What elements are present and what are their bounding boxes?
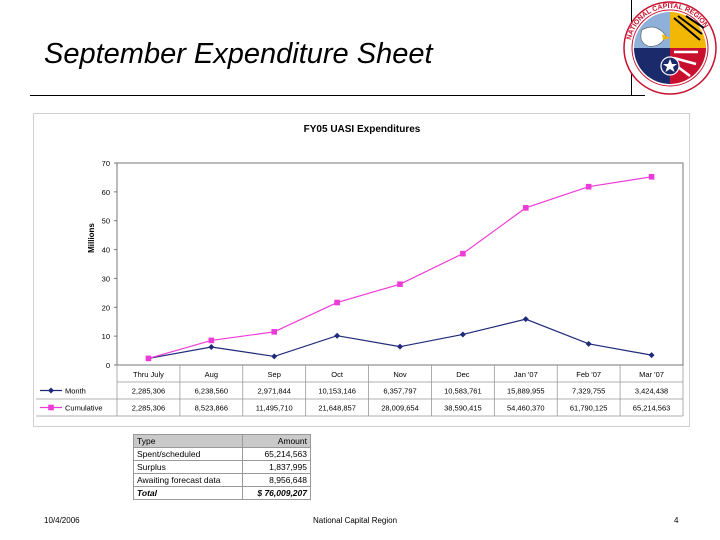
data-point-cumulative [585, 183, 592, 190]
x-tick-label: Thru July [133, 370, 164, 379]
header-amount: Amount [241, 434, 312, 448]
data-point-month [334, 332, 341, 339]
series-line-cumulative [148, 176, 652, 359]
y-tick-label: 0 [106, 361, 110, 370]
total-label: Total [133, 486, 243, 500]
table-row: Spent/scheduled 65,214,563 [133, 447, 312, 461]
region-seal-logo: NATIONAL CAPITAL REGION [623, 1, 717, 95]
data-point-month [271, 353, 278, 360]
summary-table: Type Amount Spent/scheduled 65,214,563 S… [133, 434, 312, 500]
row-type: Awaiting forecast data [133, 473, 243, 487]
x-tick-label: Sep [268, 370, 281, 379]
x-tick-label: Dec [456, 370, 470, 379]
total-amount: $ 76,009,207 [241, 486, 312, 500]
expenditure-chart: FY05 UASI Expenditures Millions 70 60 50 40 30… [36, 124, 684, 417]
y-axis-label: Millions [87, 223, 96, 253]
data-point-month [459, 331, 466, 338]
row-type: Spent/scheduled [133, 447, 243, 461]
data-label-cumulative: 61,790,125 [570, 404, 608, 413]
row-amount: 8,956,648 [241, 473, 312, 487]
y-tick-label: 40 [102, 246, 110, 255]
chart-title: FY05 UASI Expenditures [304, 124, 421, 135]
data-point-cumulative [145, 355, 152, 362]
data-point-cumulative [397, 281, 403, 287]
data-label-cumulative: 38,590,415 [444, 404, 482, 413]
x-tick-label: Nov [393, 370, 407, 379]
data-label-cumulative: 65,214,563 [633, 404, 671, 413]
y-tick-label: 20 [102, 303, 110, 312]
data-label-month: 3,424,438 [635, 387, 668, 396]
x-tick-label: Aug [205, 370, 218, 379]
data-label-month: 2,971,844 [258, 387, 291, 396]
x-tick-label: Mar '07 [639, 370, 664, 379]
total-row: Total $ 76,009,207 [133, 486, 312, 500]
data-label-cumulative: 21,648,857 [318, 404, 356, 413]
data-point-month [522, 316, 529, 323]
data-point-cumulative [522, 205, 529, 211]
data-point-cumulative [648, 174, 655, 180]
data-point-cumulative [208, 337, 215, 344]
legend-marker-cumulative [48, 404, 54, 411]
footer-date: 10/4/2006 [44, 516, 80, 525]
header-type: Type [133, 434, 243, 448]
y-tick-label: 70 [102, 159, 110, 168]
row-type: Surplus [133, 460, 243, 474]
data-label-cumulative: 54,460,370 [507, 404, 545, 413]
data-label-month: 6,357,797 [383, 387, 416, 396]
x-tick-label: Feb '07 [576, 370, 601, 379]
y-tick-label: 10 [102, 332, 110, 341]
data-label-month: 6,238,560 [195, 387, 228, 396]
chart-panel: FY05 UASI Expenditures Millions 70 60 50 40 30… [33, 113, 690, 427]
legend-label-month: Month [65, 387, 86, 396]
data-point-month [648, 352, 655, 359]
data-point-month [208, 343, 215, 350]
slide-title: September Expenditure Sheet [44, 38, 433, 70]
footer-organization: National Capital Region [313, 516, 398, 525]
y-tick-label: 60 [102, 188, 110, 197]
data-label-month: 2,285,306 [132, 387, 165, 396]
x-tick-label: Jan '07 [514, 370, 538, 379]
data-point-cumulative [334, 299, 340, 306]
summary-header-row: Type Amount [133, 434, 312, 448]
title-divider [30, 95, 645, 96]
plot-area [116, 162, 684, 366]
data-point-cumulative [271, 329, 278, 335]
data-label-month: 10,583,761 [444, 387, 482, 396]
row-amount: 65,214,563 [241, 447, 312, 461]
data-label-month: 15,889,955 [507, 387, 545, 396]
data-label-cumulative: 8,523,866 [195, 404, 228, 413]
table-row: Surplus 1,837,995 [133, 460, 312, 474]
y-tick-label: 50 [102, 217, 110, 226]
legend-marker-month [48, 387, 54, 394]
data-label-cumulative: 28,009,654 [381, 404, 419, 413]
data-label-cumulative: 2,285,306 [132, 404, 165, 413]
page-number: 4 [674, 516, 679, 525]
y-tick-label: 30 [102, 274, 110, 283]
data-label-month: 10,153,146 [318, 387, 356, 396]
data-label-cumulative: 11,495,710 [256, 404, 293, 413]
data-point-month [397, 343, 403, 350]
x-tick-label: Oct [331, 370, 344, 379]
data-label-month: 7,329,755 [572, 387, 605, 396]
data-point-cumulative [460, 250, 466, 257]
table-row: Awaiting forecast data 8,956,648 [133, 473, 312, 487]
data-point-month [585, 340, 592, 347]
legend-label-cumulative: Cumulative [65, 404, 103, 413]
row-amount: 1,837,995 [241, 460, 312, 474]
